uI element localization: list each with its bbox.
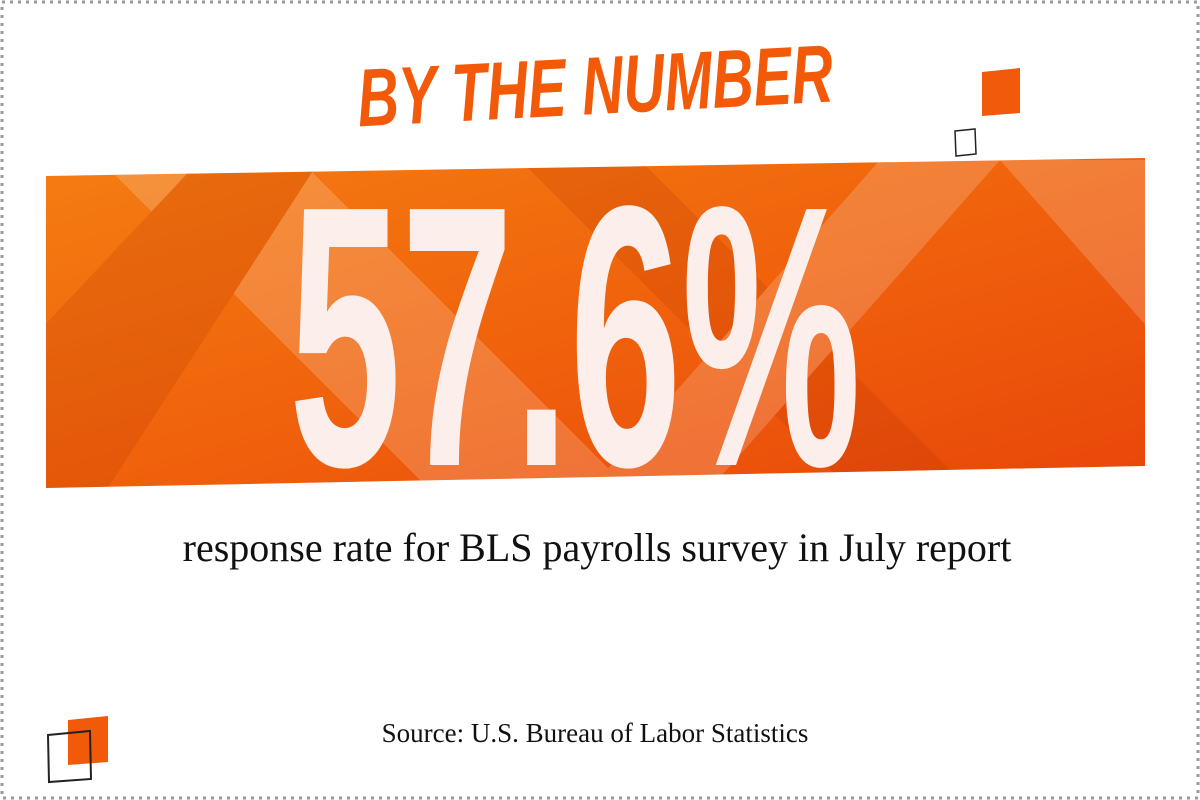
decor-bottom: [46, 716, 108, 784]
stat-band: [46, 158, 1145, 488]
stat-value: 57.6%: [289, 128, 861, 544]
decor-top: [954, 68, 1020, 157]
source: Source: U.S. Bureau of Labor Statistics: [382, 718, 809, 748]
description: response rate for BLS payrolls survey in…: [183, 525, 1012, 570]
